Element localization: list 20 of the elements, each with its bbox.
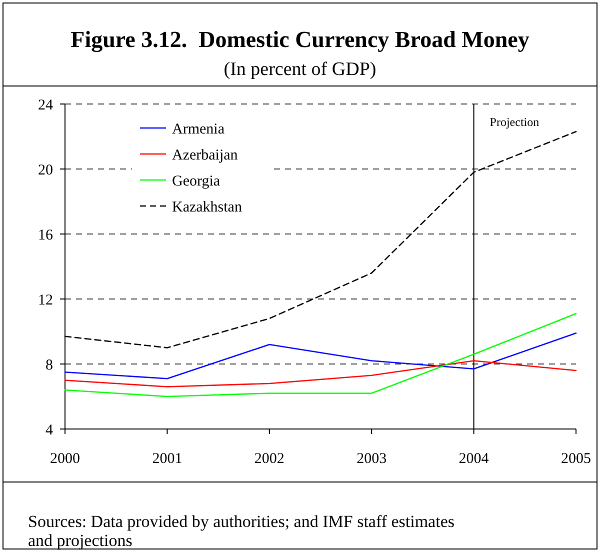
legend-label: Azerbaijan [172, 147, 238, 164]
chart-subtitle: (In percent of GDP) [224, 59, 376, 80]
y-tick-label: 8 [46, 357, 53, 374]
x-tick-label: 2004 [458, 451, 490, 467]
x-tick-label: 2000 [50, 451, 80, 467]
x-tick-label: 2003 [356, 451, 387, 467]
x-tick-label: 2005 [561, 451, 591, 467]
y-tick-label: 12 [38, 292, 53, 308]
legend-label: Kazakhstan [172, 199, 242, 216]
legend-label: Georgia [172, 173, 220, 190]
chart-title: Figure 3.12. Domestic Currency Broad Money [70, 27, 530, 53]
y-tick-label: 20 [38, 162, 53, 178]
y-tick-label: 24 [38, 97, 54, 114]
source-note: Sources: Data provided by authorities; and IMF staff estimates and projections [28, 512, 454, 550]
legend-label: Armenia [172, 121, 225, 138]
y-tick-label: 4 [46, 422, 54, 438]
x-tick-label: 2001 [152, 451, 182, 467]
x-tick-label: 2002 [254, 451, 284, 467]
y-tick-label: 16 [38, 227, 54, 244]
ref-line-label: Projection [490, 115, 540, 129]
